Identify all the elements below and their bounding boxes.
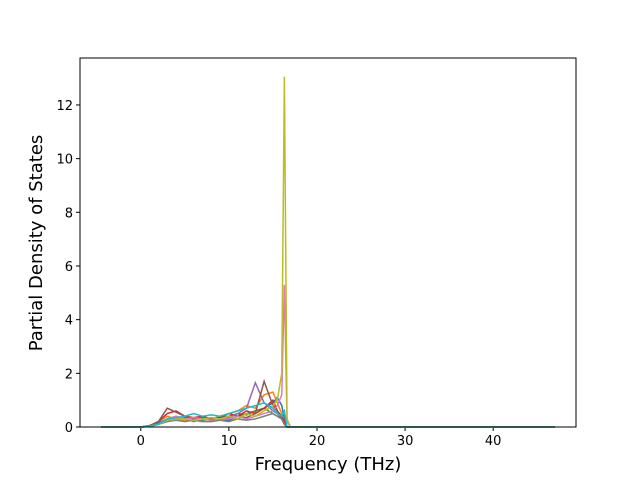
y-tick-label: 8 [65, 206, 73, 221]
y-tick-label: 2 [65, 367, 73, 382]
series-line [101, 398, 555, 428]
y-tick-label: 12 [56, 99, 73, 114]
y-tick-label: 4 [65, 314, 73, 329]
plot-frame [79, 57, 577, 428]
x-tick-label: 30 [397, 434, 414, 449]
y-axis-label: Partial Density of States [26, 135, 47, 352]
x-tick-label: 0 [137, 434, 145, 449]
y-tick-label: 10 [56, 153, 73, 168]
series-line [101, 412, 555, 428]
series-line [101, 284, 555, 428]
series-line [101, 402, 555, 428]
x-tick-label: 10 [221, 434, 238, 449]
x-tick-label: 40 [485, 434, 502, 449]
x-tick-label: 20 [309, 434, 326, 449]
y-tick-label: 6 [65, 260, 73, 275]
y-tick-label: 0 [65, 421, 73, 436]
x-axis-label: Frequency (THz) [255, 454, 402, 475]
series-line [101, 76, 555, 428]
